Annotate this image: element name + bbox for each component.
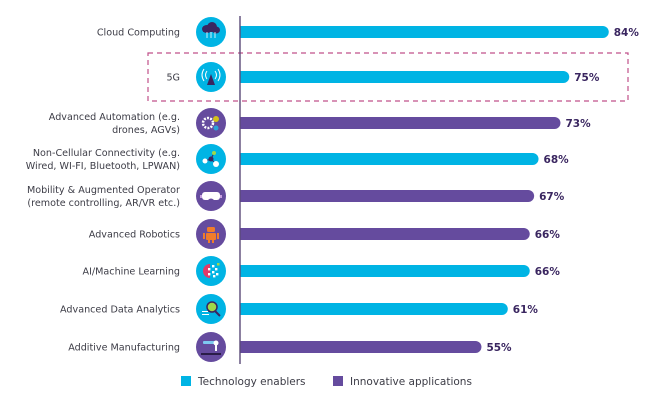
value-label: 66% <box>535 229 561 241</box>
bar-left-cap <box>240 190 248 202</box>
value-label: 66% <box>535 266 561 278</box>
magnifier-analytics-icon <box>196 294 226 324</box>
value-label: 73% <box>565 118 591 130</box>
category-label: Advanced Automation (e.g. drones, AGVs) <box>49 112 180 136</box>
bar-left-cap <box>240 303 248 315</box>
highlight-box <box>147 52 629 102</box>
legend: Technology enablers Innovative applicatio… <box>181 376 472 388</box>
legend-label: Technology enablers <box>197 376 306 388</box>
category-label: Non-Cellular Connectivity (e.g. Wired, WI… <box>26 148 180 172</box>
bar-row: 5G 75% <box>166 62 600 92</box>
bar <box>240 303 508 315</box>
3d-printer-arm-icon <box>196 332 226 362</box>
bar-row: Mobility & Augmented Operator (remote con… <box>27 181 565 211</box>
legend-item: Technology enablers <box>181 376 306 388</box>
bar-row: Non-Cellular Connectivity (e.g. Wired, WI… <box>26 144 569 174</box>
bar-left-cap <box>240 117 248 129</box>
category-label: Additive Manufacturing <box>68 343 180 354</box>
bar <box>240 71 570 83</box>
category-label: AI/Machine Learning <box>83 267 180 278</box>
category-label: Cloud Computing <box>97 28 180 39</box>
bar-row: Advanced Data Analytics 61% <box>60 294 538 324</box>
legend-swatch <box>333 376 343 386</box>
antenna-5g-icon <box>196 62 226 92</box>
robot-icon <box>196 219 226 249</box>
bar-row: AI/Machine Learning 66% <box>83 256 561 286</box>
bar-left-cap <box>240 228 248 240</box>
category-label: Mobility & Augmented Operator (remote con… <box>27 185 180 209</box>
legend-item: Innovative applications <box>333 376 472 388</box>
value-label: 68% <box>544 154 570 166</box>
cloud-computing-icon <box>196 17 226 47</box>
bar <box>240 228 530 240</box>
bar-row: Additive Manufacturing 55% <box>68 332 512 362</box>
legend-swatch <box>181 376 191 386</box>
value-label: 55% <box>486 342 512 354</box>
bar <box>240 153 539 165</box>
bar-left-cap <box>240 26 248 38</box>
value-label: 67% <box>539 191 565 203</box>
category-label: Advanced Data Analytics <box>60 305 180 316</box>
category-label: Advanced Robotics <box>89 230 180 241</box>
bar-row: Cloud Computing 84% <box>97 17 640 47</box>
bar <box>240 341 482 353</box>
bar-row: Advanced Robotics 66% <box>89 219 561 249</box>
value-label: 84% <box>614 27 640 39</box>
bar-left-cap <box>240 265 248 277</box>
value-label: 61% <box>513 304 539 316</box>
gears-icon <box>196 108 226 138</box>
bar <box>240 265 530 277</box>
network-nodes-icon <box>196 144 226 174</box>
bar-row: Advanced Automation (e.g. drones, AGVs) 73… <box>49 108 591 138</box>
bar-left-cap <box>240 153 248 165</box>
category-label: 5G <box>166 73 180 84</box>
legend-label: Innovative applications <box>350 376 472 388</box>
bar-left-cap <box>240 341 248 353</box>
bar <box>240 26 609 38</box>
vr-headset-icon <box>196 181 226 211</box>
bar-left-cap <box>240 71 248 83</box>
bar <box>240 190 535 202</box>
bar <box>240 117 561 129</box>
value-label: 75% <box>574 72 600 84</box>
ai-brain-icon <box>196 256 226 286</box>
